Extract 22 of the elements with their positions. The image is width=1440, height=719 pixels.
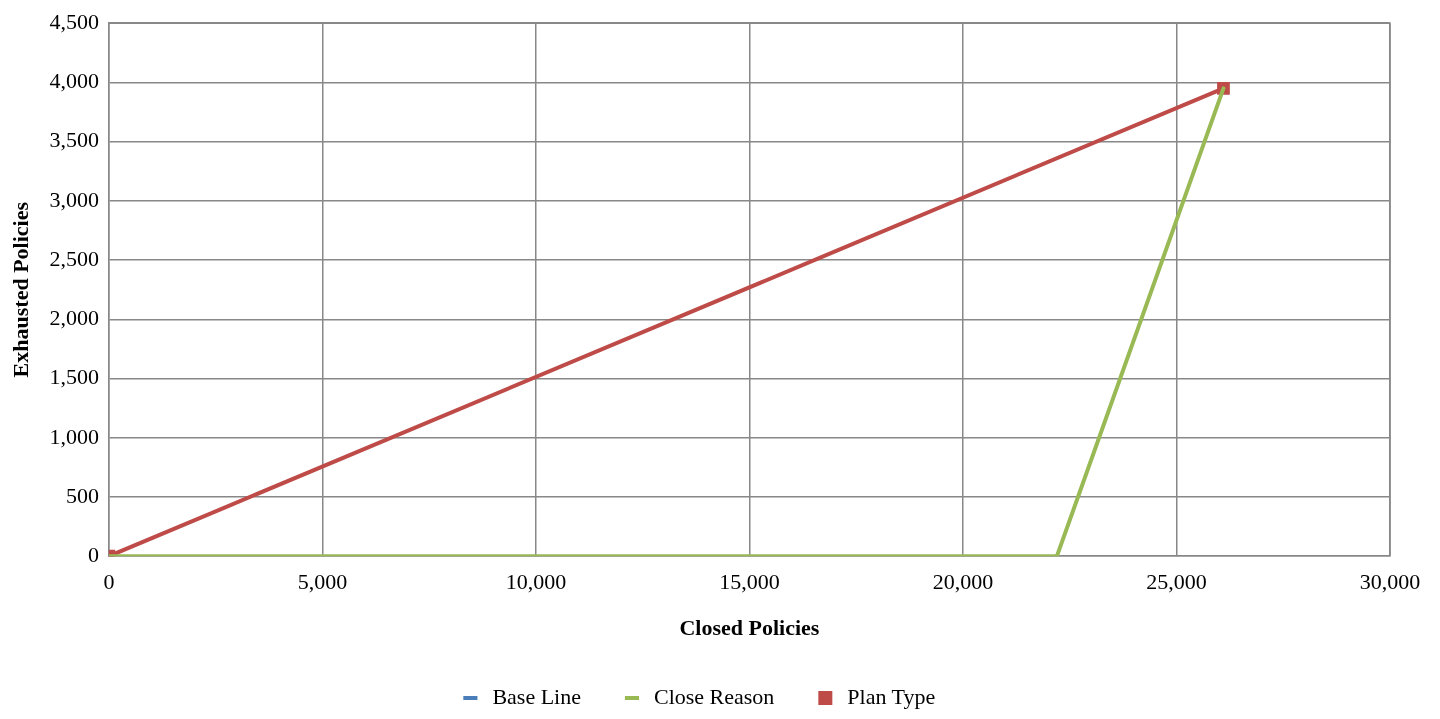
legend-label: Base Line — [492, 683, 581, 709]
y-tick-label: 2,500 — [49, 245, 99, 271]
x-tick-label: 5,000 — [297, 569, 348, 595]
x-tick-label: 10,000 — [505, 569, 567, 595]
legend-label: Close Reason — [653, 683, 775, 709]
y-tick-label: 2,000 — [49, 305, 99, 331]
x-tick-label: 0 — [103, 569, 115, 595]
y-tick-label: 1,000 — [49, 423, 99, 449]
x-axis-title: Closed Policies — [679, 615, 820, 641]
y-tick-label: 3,500 — [49, 127, 99, 153]
y-tick-label: 1,500 — [49, 364, 99, 390]
y-tick-label: 3,000 — [49, 186, 99, 212]
x-tick-label: 20,000 — [932, 569, 994, 595]
x-tick-label: 25,000 — [1146, 569, 1207, 595]
y-tick-label: 4,000 — [49, 68, 99, 94]
y-axis-title: Exhausted Policies — [7, 201, 33, 378]
legend-label: Plan Type — [847, 683, 936, 709]
y-tick-label: 0 — [87, 541, 99, 567]
x-tick-label: 15,000 — [719, 569, 780, 595]
x-tick-label: 30,000 — [1359, 569, 1421, 595]
y-tick-label: 4,500 — [49, 8, 99, 34]
y-tick-label: 500 — [65, 482, 99, 508]
